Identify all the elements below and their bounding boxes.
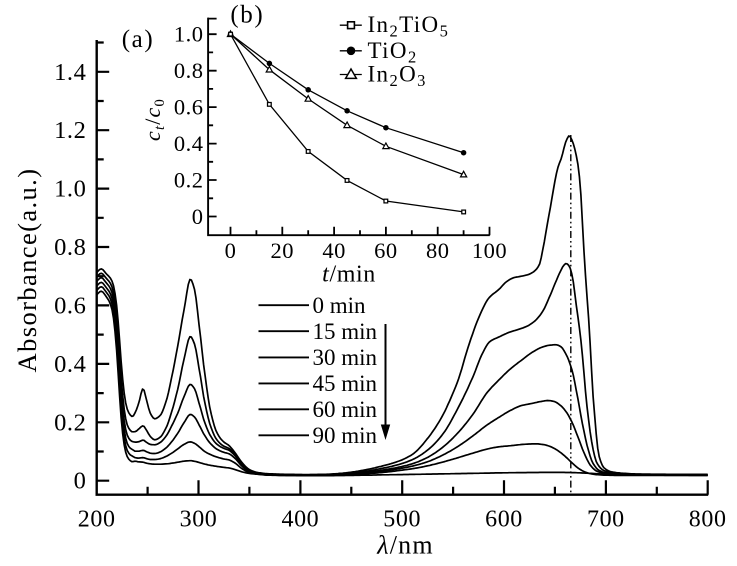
svg-text:60: 60 bbox=[374, 238, 398, 263]
svg-text:ct/c0: ct/c0 bbox=[140, 98, 168, 141]
svg-text:0: 0 bbox=[192, 204, 204, 229]
svg-text:0.2: 0.2 bbox=[174, 167, 204, 192]
svg-text:200: 200 bbox=[78, 507, 116, 533]
svg-text:500: 500 bbox=[383, 507, 421, 533]
svg-text:(a): (a) bbox=[122, 26, 155, 53]
svg-text:700: 700 bbox=[587, 507, 625, 533]
svg-text:100: 100 bbox=[472, 238, 507, 263]
svg-text:1.4: 1.4 bbox=[54, 59, 86, 86]
svg-text:λ/nm: λ/nm bbox=[376, 531, 434, 560]
svg-text:20: 20 bbox=[271, 238, 295, 263]
svg-text:60 min: 60 min bbox=[313, 397, 378, 422]
svg-text:400: 400 bbox=[281, 507, 319, 533]
svg-text:In2​TiO5​: In2​TiO5​ bbox=[368, 12, 450, 41]
svg-text:0.6: 0.6 bbox=[174, 94, 204, 119]
svg-text:0.6: 0.6 bbox=[54, 292, 86, 319]
svg-text:0.8: 0.8 bbox=[54, 234, 86, 261]
svg-text:40: 40 bbox=[322, 238, 346, 263]
svg-text:300: 300 bbox=[180, 507, 218, 533]
svg-text:800: 800 bbox=[689, 507, 727, 533]
svg-text:45 min: 45 min bbox=[313, 371, 378, 396]
svg-text:1.0: 1.0 bbox=[54, 176, 86, 203]
svg-text:0.8: 0.8 bbox=[174, 58, 204, 83]
svg-text:0.4: 0.4 bbox=[54, 351, 86, 378]
svg-text:80: 80 bbox=[426, 238, 450, 263]
svg-text:1.2: 1.2 bbox=[54, 117, 86, 144]
svg-text:Absorbance(a.u.): Absorbance(a.u.) bbox=[12, 168, 42, 373]
svg-text:90 min: 90 min bbox=[313, 423, 378, 448]
svg-text:600: 600 bbox=[485, 507, 523, 533]
svg-text:15 min: 15 min bbox=[313, 319, 378, 344]
svg-text:0.2: 0.2 bbox=[54, 409, 86, 436]
svg-text:0 min: 0 min bbox=[313, 293, 367, 318]
svg-text:t/min: t/min bbox=[322, 262, 376, 288]
svg-text:1.0: 1.0 bbox=[174, 22, 204, 47]
svg-text:30 min: 30 min bbox=[313, 345, 378, 370]
svg-text:0.4: 0.4 bbox=[174, 131, 204, 156]
svg-text:0: 0 bbox=[74, 468, 87, 495]
svg-text:(b): (b) bbox=[230, 2, 264, 29]
svg-text:0: 0 bbox=[225, 238, 237, 263]
